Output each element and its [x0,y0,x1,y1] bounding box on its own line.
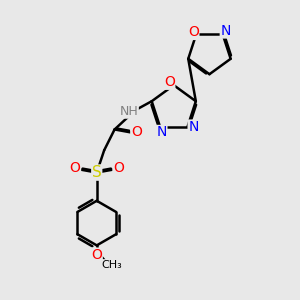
Text: O: O [131,125,142,140]
Text: CH₃: CH₃ [101,260,122,270]
Text: O: O [70,161,80,175]
Text: N: N [188,120,199,134]
Text: S: S [92,165,102,180]
Text: O: O [113,161,124,175]
Text: N: N [220,24,231,38]
Text: N: N [156,125,167,140]
Text: O: O [164,75,175,89]
Text: NH: NH [119,105,138,118]
Text: O: O [91,248,102,262]
Text: O: O [188,26,199,39]
